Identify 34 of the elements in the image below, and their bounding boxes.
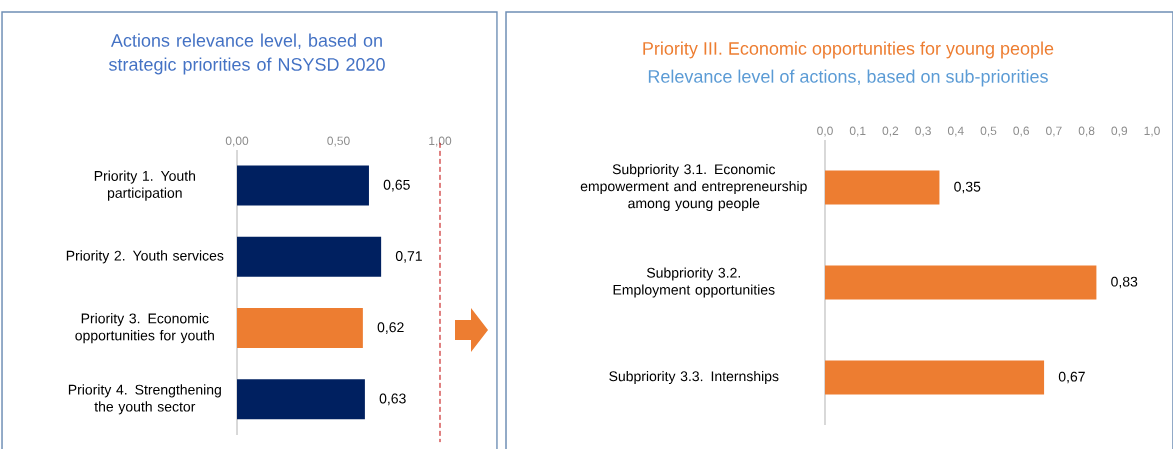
chart-title: Actions relevance level, based on strategic priorities of NSYSD 2020	[108, 33, 385, 75]
x-tick-label: 0,50	[327, 136, 350, 147]
data-label: 0,63	[379, 393, 406, 406]
data-label: 0,65	[383, 179, 410, 192]
data-label: 0,35	[954, 181, 981, 194]
x-tick-label: 0,4	[947, 126, 964, 137]
y-tick-label: Priority 3. Economic opportunities for youth	[75, 313, 214, 344]
data-label: 0,83	[1111, 276, 1138, 289]
x-tick-label: 0,9	[1111, 126, 1128, 137]
bar	[825, 170, 940, 205]
data-label: 0,62	[377, 322, 404, 334]
y-tick-label: Subpriority 3.3. Internships	[609, 370, 779, 385]
y-tick-label: Priority 1. Youth participation	[94, 170, 196, 201]
x-tick-label: 1,0	[1144, 126, 1160, 137]
x-tick-label: 0,8	[1078, 126, 1095, 137]
chart-subtitle: Relevance level of actions, based on sub-priorities	[648, 69, 1048, 87]
bar	[825, 360, 1045, 395]
y-tick-label: Priority 4. Strengthening the youth sector	[68, 384, 221, 415]
y-tick-label: Priority 2. Youth services	[66, 250, 224, 264]
x-tick-label: 0,3	[915, 126, 931, 137]
x-tick-label: 0,5	[980, 126, 997, 137]
chart-title: Priority III. Economic opportunities for young people	[643, 41, 1054, 59]
x-tick-label: 0,6	[1013, 126, 1030, 137]
bar	[825, 265, 1097, 300]
x-tick-label: 1,00	[429, 136, 452, 147]
x-tick-label: 0,00	[225, 136, 249, 147]
x-tick-label: 0,0	[817, 126, 833, 137]
y-tick-label: Subpriority 3.1. Economic empowerment and entrepreneurship among young people	[580, 163, 807, 212]
data-label: 0,71	[395, 251, 422, 263]
data-label: 0,67	[1058, 371, 1085, 384]
x-tick-label: 0,1	[849, 126, 866, 137]
y-tick-label: Subpriority 3.2. Employment opportunities	[613, 267, 775, 298]
x-tick-label: 0,2	[882, 126, 899, 137]
x-tick-label: 0,7	[1046, 126, 1062, 137]
